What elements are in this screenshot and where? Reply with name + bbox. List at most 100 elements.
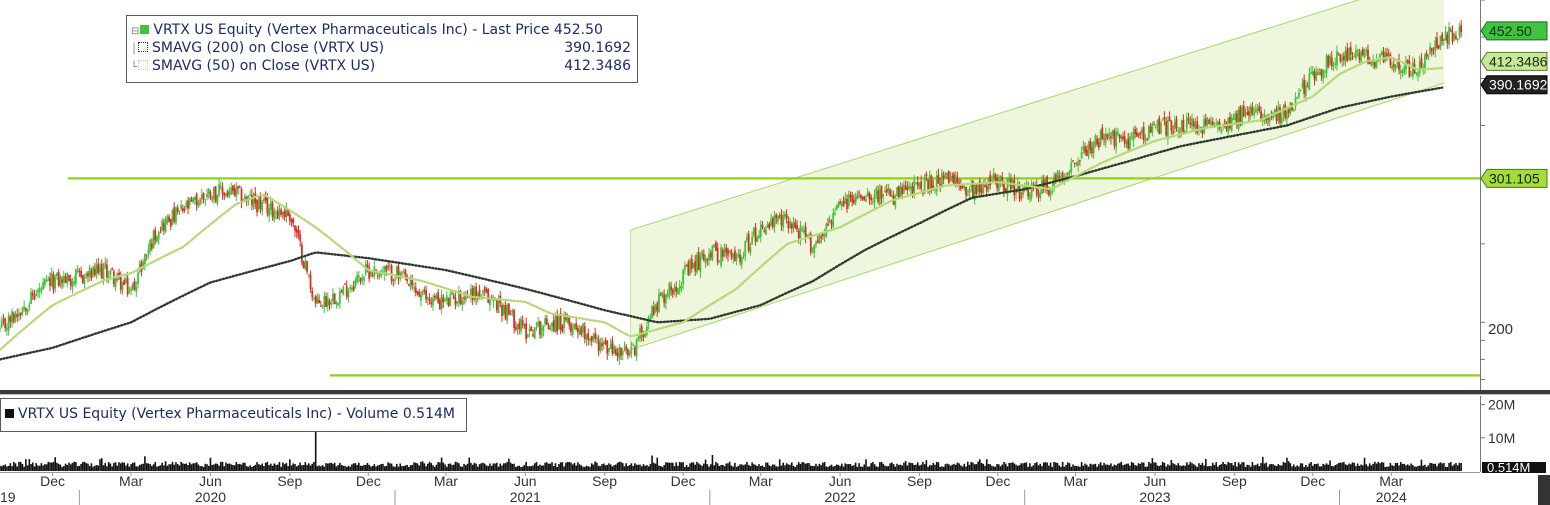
- volume-bar: [26, 465, 29, 471]
- price-candle: [68, 275, 70, 281]
- volume-bar: [552, 466, 555, 471]
- volume-bar: [454, 461, 457, 471]
- price-candle: [759, 224, 762, 238]
- volume-bar: [1053, 461, 1055, 471]
- price-candle: [197, 202, 200, 207]
- volume-bar: [135, 466, 138, 471]
- volume-bar: [1437, 463, 1440, 471]
- price-candle: [1068, 171, 1071, 174]
- price-candle: [961, 185, 964, 188]
- volume-bar: [1348, 463, 1350, 471]
- volume-bar: [992, 466, 995, 471]
- price-candle: [732, 253, 735, 259]
- volume-bar: [575, 465, 577, 471]
- volume-bar: [107, 462, 110, 471]
- volume-bar: [75, 462, 77, 471]
- year-label: 2019: [0, 489, 16, 505]
- volume-bar: [1329, 460, 1331, 471]
- volume-bar: [9, 463, 12, 471]
- month-label: Jun: [829, 473, 852, 489]
- volume-bar: [722, 464, 724, 471]
- volume-bar: [809, 465, 812, 471]
- price-candle: [1177, 130, 1180, 132]
- month-label: Jun: [199, 473, 222, 489]
- volume-bar: [1025, 462, 1028, 471]
- volume-bar: [1311, 465, 1314, 471]
- price-candle: [1280, 116, 1283, 124]
- price-candle: [1027, 187, 1030, 197]
- volume-bar: [1113, 464, 1116, 471]
- price-candle: [678, 285, 681, 291]
- price-candle: [547, 325, 550, 329]
- price-candle: [463, 297, 465, 299]
- volume-bar: [1318, 466, 1321, 471]
- volume-bar: [1018, 465, 1021, 471]
- volume-bar: [1270, 464, 1273, 471]
- volume-bar: [492, 463, 495, 471]
- volume-bar: [868, 466, 871, 471]
- volume-bar: [1279, 465, 1281, 471]
- volume-bar: [828, 465, 831, 471]
- price-candle: [506, 304, 509, 321]
- year-label: 2024: [1376, 489, 1407, 505]
- price-candle: [903, 185, 905, 194]
- volume-legend: VRTX US Equity (Vertex Pharmaceuticals I…: [0, 398, 467, 432]
- price-candle: [1060, 176, 1062, 178]
- volume-bar: [620, 461, 622, 471]
- volume-bar: [951, 464, 954, 471]
- volume-bar: [906, 465, 909, 471]
- volume-bar: [433, 466, 436, 471]
- volume-bar: [102, 465, 105, 471]
- volume-bar: [256, 462, 258, 471]
- price-candle: [1430, 48, 1433, 52]
- volume-bar: [289, 459, 291, 471]
- volume-bar: [621, 463, 624, 471]
- volume-bar: [533, 463, 536, 471]
- price-candle: [102, 268, 105, 281]
- volume-bar: [1156, 465, 1159, 471]
- price-candle: [537, 321, 540, 327]
- price-candle: [721, 249, 724, 257]
- volume-bar: [44, 464, 46, 471]
- price-candle: [937, 174, 940, 184]
- volume-bar: [696, 461, 698, 471]
- price-candle: [601, 343, 603, 347]
- volume-bar: [692, 462, 695, 471]
- volume-bar: [822, 462, 824, 471]
- price-candle: [558, 316, 560, 330]
- price-candle: [471, 288, 474, 301]
- month-label: Sep: [907, 473, 932, 489]
- volume-bar: [197, 464, 200, 471]
- volume-bar: [1320, 466, 1323, 471]
- price-candle: [526, 334, 529, 337]
- volume-bar: [711, 454, 714, 471]
- volume-bar: [863, 464, 866, 471]
- price-candle: [968, 188, 971, 194]
- price-candle: [1406, 59, 1409, 63]
- volume-bar: [706, 464, 709, 471]
- price-candle: [1294, 98, 1297, 107]
- volume-bar: [1446, 466, 1449, 471]
- price-candle: [147, 250, 150, 254]
- volume-bar: [792, 465, 795, 471]
- price-candle: [704, 259, 707, 263]
- volume-bar: [1363, 457, 1366, 471]
- volume-bar: [149, 464, 151, 471]
- price-candle: [865, 198, 867, 202]
- price-candle: [816, 240, 819, 243]
- volume-bar: [1375, 463, 1378, 471]
- volume-bar: [991, 465, 993, 471]
- price-candle: [21, 308, 24, 314]
- price-candle: [815, 242, 817, 246]
- volume-bar: [849, 464, 852, 471]
- volume-bar: [875, 466, 878, 471]
- price-candle: [464, 295, 467, 301]
- price-candle: [885, 189, 888, 193]
- price-candle: [1192, 121, 1195, 127]
- price-candle: [959, 184, 962, 189]
- price-candle: [1078, 160, 1081, 162]
- price-candle: [1394, 64, 1397, 70]
- price-candle: [735, 254, 738, 260]
- price-candle: [1248, 111, 1250, 116]
- volume-bar: [304, 462, 307, 471]
